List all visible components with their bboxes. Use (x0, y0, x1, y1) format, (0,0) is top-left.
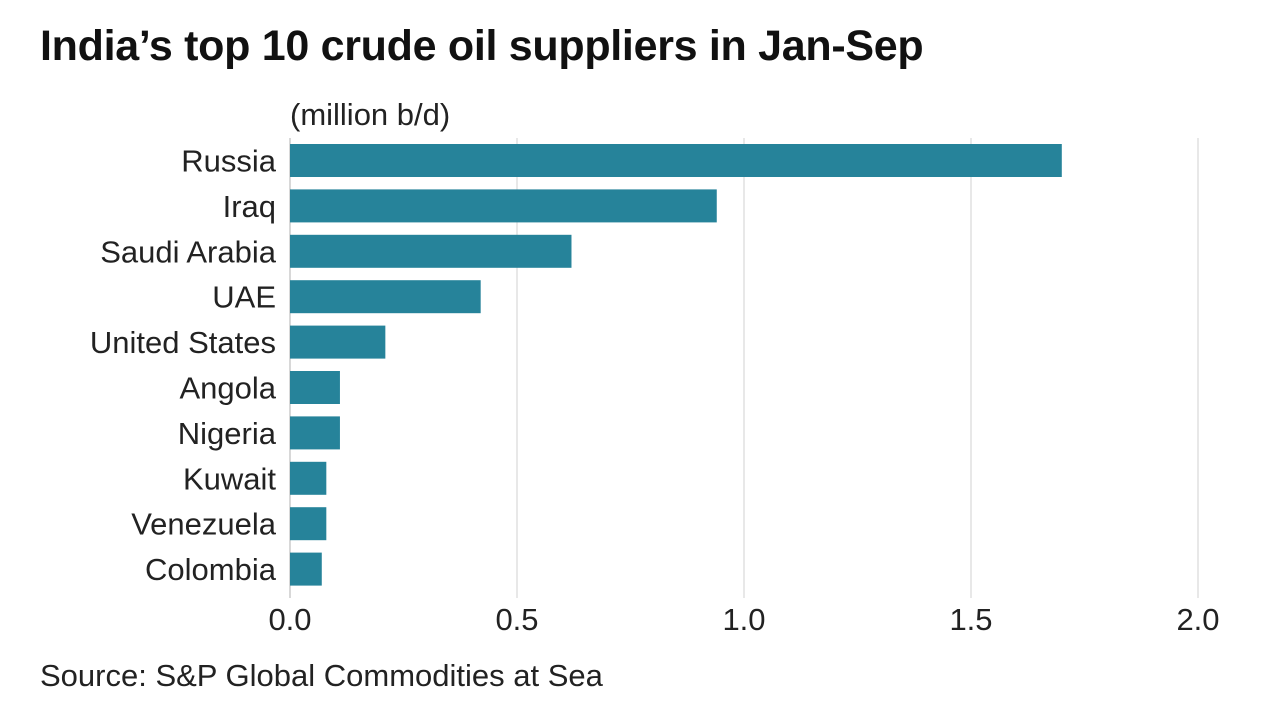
bars (290, 144, 1062, 586)
x-tick-label: 1.0 (722, 602, 765, 637)
category-label: Colombia (145, 552, 277, 587)
category-labels: Russia Iraq Saudi Arabia UAE United States An… (90, 144, 277, 588)
x-tick-label: 0.0 (268, 602, 311, 637)
bar (290, 189, 717, 223)
category-label: United States (90, 325, 276, 360)
bar (290, 461, 327, 495)
category-label: Angola (179, 371, 276, 406)
category-label: Venezuela (131, 507, 277, 542)
category-label: UAE (212, 280, 276, 315)
x-tick-label: 2.0 (1176, 602, 1219, 637)
bar (290, 507, 327, 541)
chart-title: India’s top 10 crude oil suppliers in Ja… (40, 22, 924, 70)
source-note: Source: S&P Global Commodities at Sea (40, 658, 603, 693)
bar (290, 280, 481, 314)
x-axis-ticks: 0.0 0.5 1.0 1.5 2.0 (268, 602, 1219, 637)
category-label: Iraq (223, 189, 276, 224)
category-label: Russia (181, 144, 277, 179)
bar (290, 371, 340, 404)
bar (290, 552, 322, 586)
x-tick-label: 1.5 (949, 602, 992, 637)
x-tick-label: 0.5 (495, 602, 538, 637)
category-label: Saudi Arabia (100, 234, 277, 269)
category-label: Nigeria (178, 416, 277, 451)
bar (290, 234, 572, 268)
bar (290, 144, 1062, 177)
unit-label: (million b/d) (290, 97, 450, 132)
category-label: Kuwait (183, 461, 276, 496)
bar (290, 416, 340, 450)
bar (290, 325, 386, 359)
